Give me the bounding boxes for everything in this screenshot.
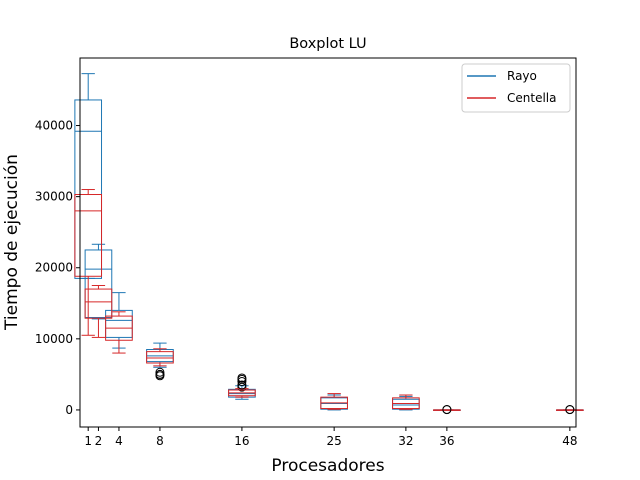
x-tick-label: 32 — [398, 434, 413, 448]
flier-point — [237, 374, 247, 384]
box-iqr — [84, 288, 113, 319]
box-iqr — [392, 398, 420, 410]
flier-point — [155, 369, 165, 379]
y-tick-label: 10000 — [35, 332, 73, 346]
flier-point — [237, 376, 247, 386]
x-tick-label: 1 — [84, 434, 92, 448]
box-centella-8 — [146, 348, 174, 379]
y-axis: 0 10000 20000 30000 40000 — [35, 119, 80, 417]
x-tick-label: 4 — [115, 434, 123, 448]
plot-area — [74, 73, 584, 415]
x-tick-label: 48 — [562, 434, 577, 448]
legend-label: Rayo — [507, 69, 537, 83]
flier-point — [155, 367, 165, 377]
y-tick-label: 40000 — [35, 119, 73, 133]
legend-label: Centella — [507, 91, 556, 105]
box-rayo-2 — [84, 243, 113, 320]
box-centella-36 — [433, 405, 461, 415]
box-iqr — [146, 351, 174, 364]
box-centella-16 — [228, 374, 256, 398]
x-tick-label: 36 — [439, 434, 454, 448]
box-centella-4 — [105, 311, 133, 354]
x-axis: 1 2 4 8 16 25 32 36 48 — [84, 427, 577, 448]
box-iqr — [84, 249, 113, 319]
x-tick-label: 8 — [156, 434, 164, 448]
box-centella-2 — [84, 285, 113, 338]
legend: Rayo Centella — [461, 63, 571, 113]
box-centella-48 — [556, 405, 584, 415]
y-tick-label: 30000 — [35, 190, 73, 204]
x-axis-label: Procesadores — [271, 456, 384, 476]
box-centella-32 — [392, 394, 420, 410]
chart-title: Boxplot LU — [289, 36, 366, 52]
flier-point — [442, 405, 452, 415]
box-iqr — [74, 194, 103, 277]
y-axis-label: Tiempo de ejecución — [2, 154, 22, 331]
flier-point — [237, 380, 247, 390]
x-tick-label: 2 — [95, 434, 103, 448]
box-centella-25 — [320, 393, 348, 410]
x-tick-label: 25 — [327, 434, 342, 448]
flier-point — [565, 405, 575, 415]
x-tick-label: 16 — [234, 434, 249, 448]
box-rayo-1 — [74, 73, 103, 279]
y-tick-label: 0 — [65, 403, 73, 417]
y-tick-label: 20000 — [35, 261, 73, 275]
axes-frame — [79, 57, 577, 428]
box-centella-1 — [74, 189, 103, 336]
